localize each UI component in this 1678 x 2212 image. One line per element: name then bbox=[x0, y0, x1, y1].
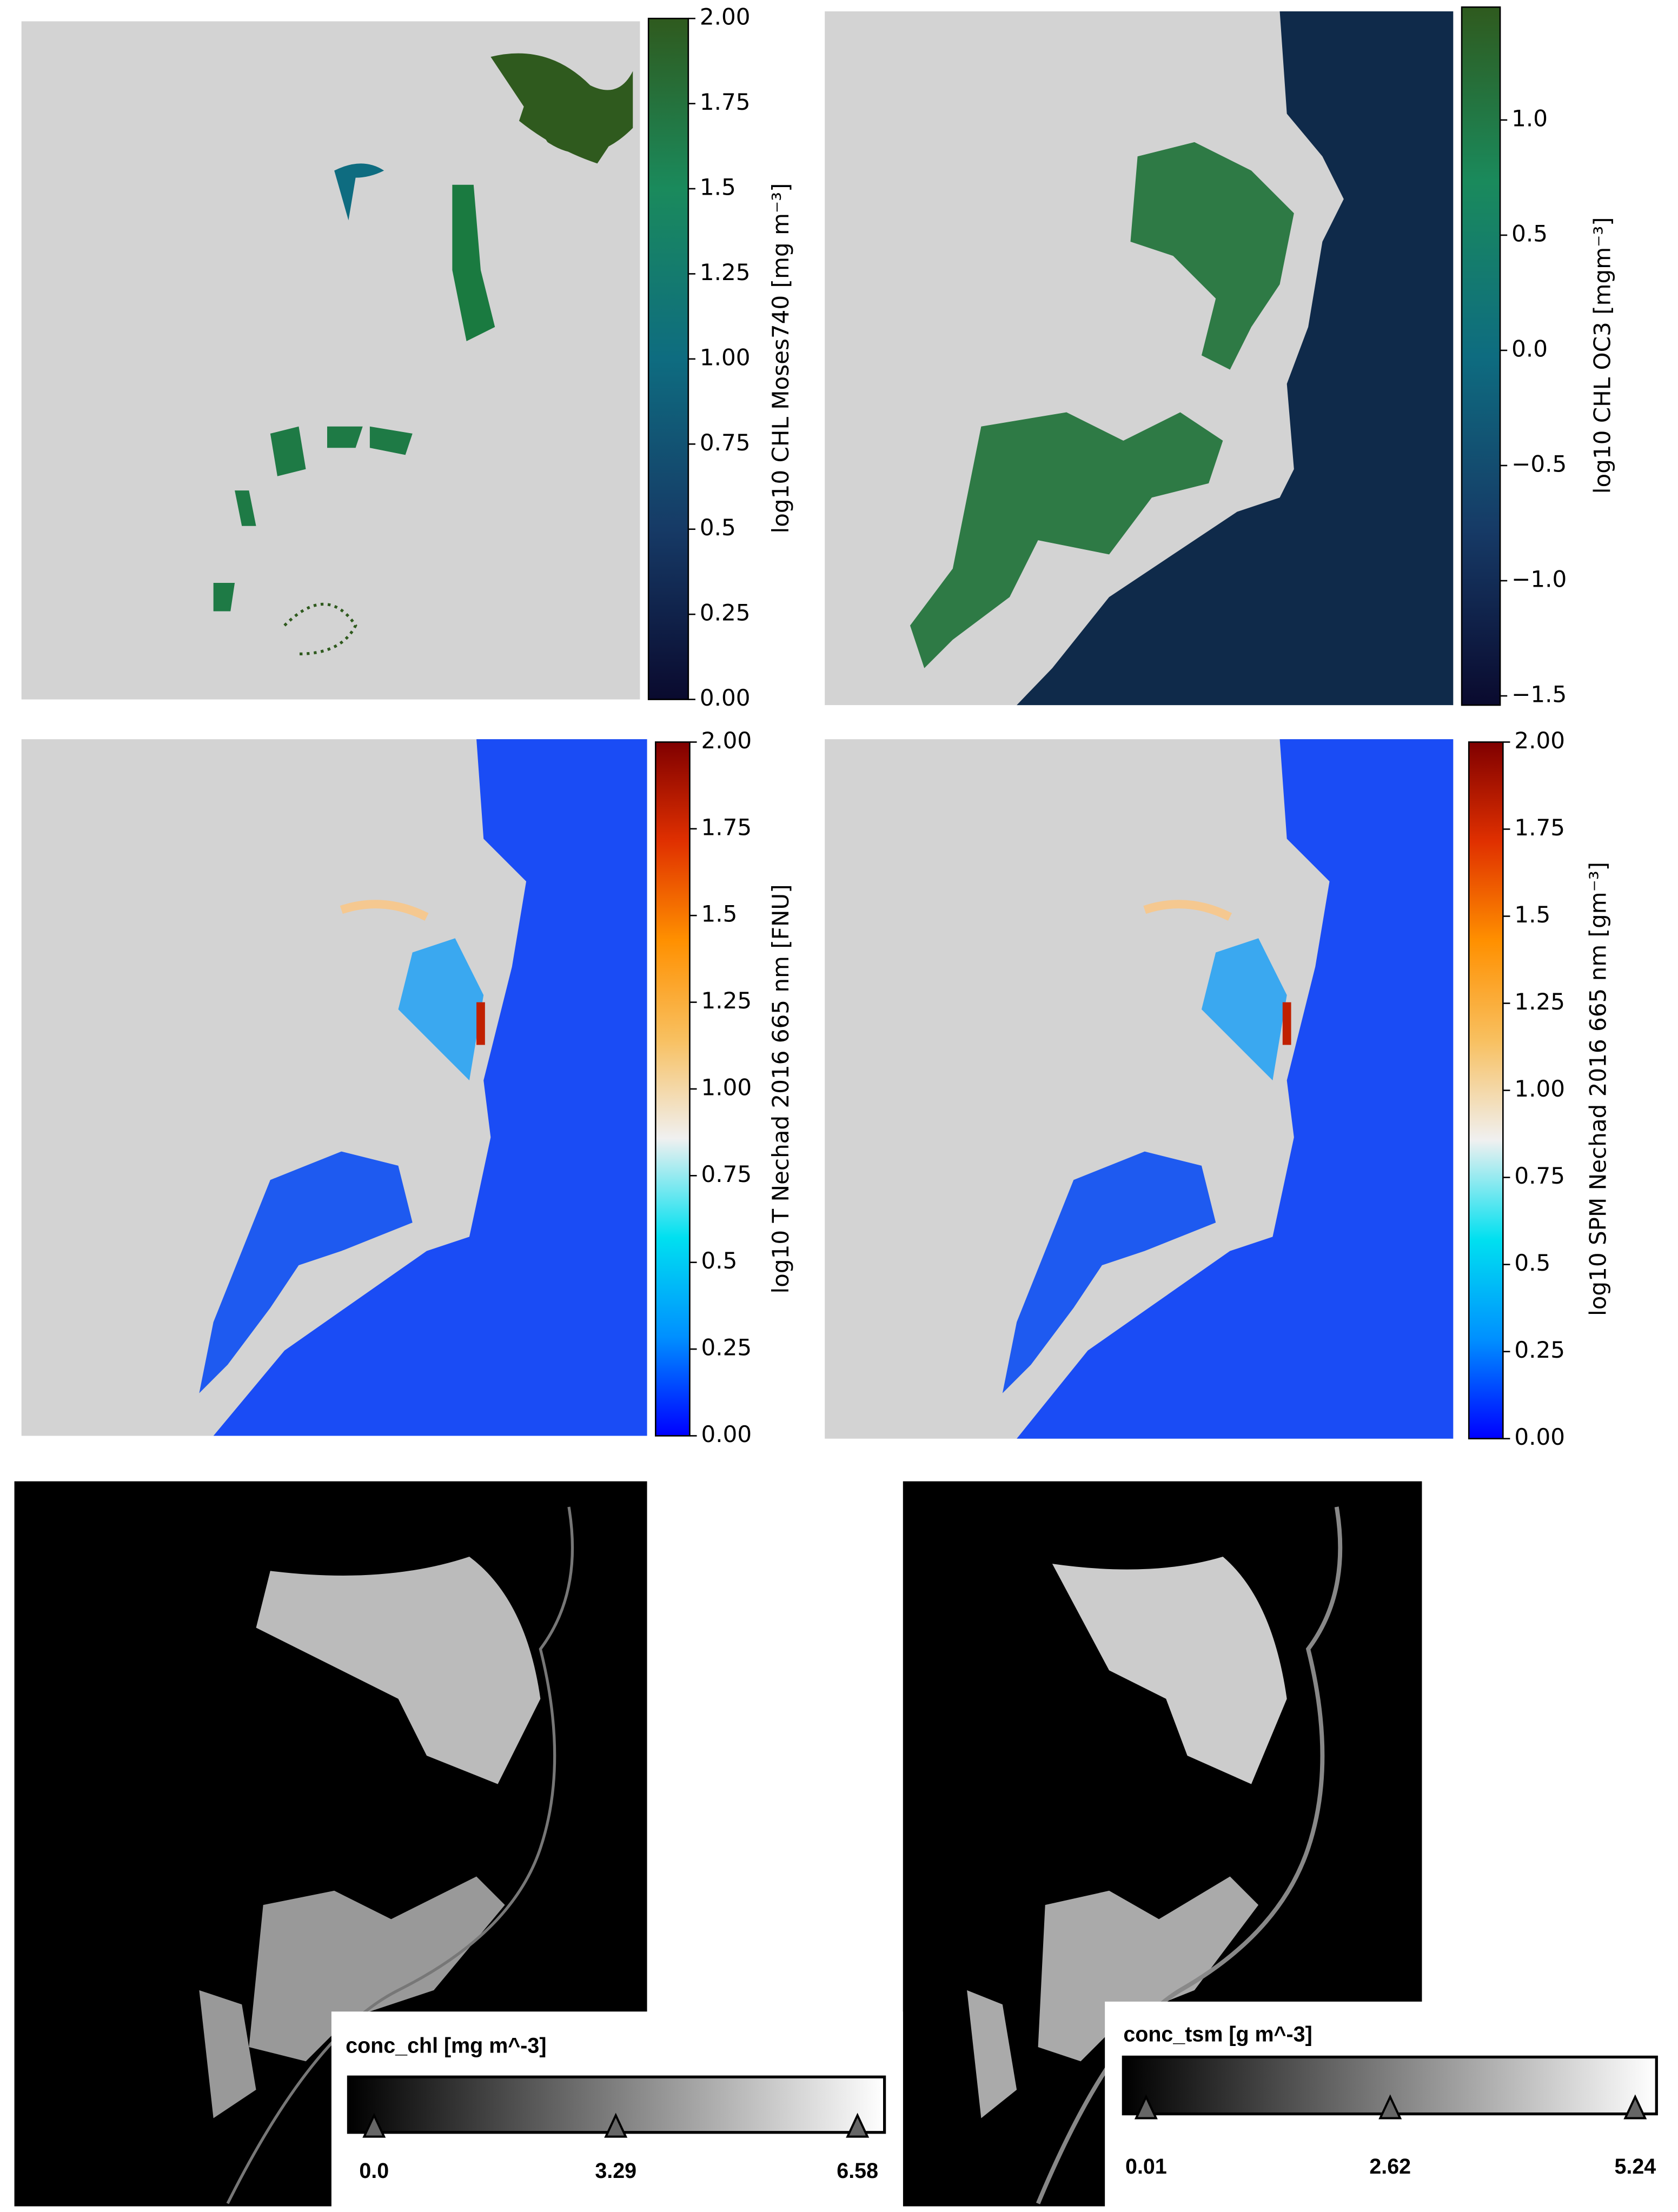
colorbar-gradient bbox=[1468, 741, 1504, 1440]
tick-marker bbox=[1134, 2094, 1158, 2120]
map-panel-1 bbox=[21, 21, 640, 700]
tick-label: 1.25 bbox=[701, 987, 752, 1014]
tick-label: 1.25 bbox=[1514, 988, 1565, 1015]
colorbar: conc_tsm [g m^-3] 0.01 2.62 5.24 bbox=[1122, 2022, 1658, 2178]
tick-label: 1.75 bbox=[1514, 814, 1565, 841]
tick-label: 1.25 bbox=[700, 259, 751, 285]
tick-label: 1.5 bbox=[700, 174, 736, 201]
tick-label: 0.5 bbox=[1511, 220, 1548, 247]
colorbar: 0.00 0.25 0.5 0.75 1.00 1.25 1.5 1.75 2.00 log10 … bbox=[1468, 727, 1611, 1450]
colorbar: conc_chl [mg m^-3] 0.0 3.29 6.58 bbox=[346, 2034, 886, 2183]
tick-marker bbox=[362, 2113, 386, 2138]
tick-marker bbox=[1378, 2094, 1402, 2120]
tick-label: 2.00 bbox=[701, 727, 752, 754]
tick-label: 0.75 bbox=[1514, 1163, 1565, 1189]
tick-label: 0.0 bbox=[1511, 335, 1548, 362]
tick-label: −0.5 bbox=[1511, 450, 1567, 477]
tick-label: 0.0 bbox=[359, 2159, 389, 2183]
colorbar-gradient bbox=[647, 17, 689, 700]
tick-marker bbox=[1623, 2094, 1647, 2120]
colorbar: 0.00 0.25 0.5 0.75 1.00 1.25 1.5 1.75 2.00 log10 … bbox=[647, 4, 794, 711]
tick-label: 2.62 bbox=[1369, 2155, 1411, 2178]
tick-label: 2.00 bbox=[700, 4, 751, 30]
colorbar-label: log10 SPM Nechad 2016 665 nm [gm⁻³] bbox=[1585, 862, 1611, 1316]
tick-label: 1.75 bbox=[701, 814, 752, 840]
colorbar: 0.00 0.25 0.5 0.75 1.00 1.25 1.5 1.75 2.00 log10 … bbox=[655, 727, 794, 1447]
tick-label: 1.5 bbox=[1514, 901, 1550, 928]
colorbar-label: log10 CHL Moses740 [mg m⁻³] bbox=[767, 183, 794, 534]
tick-label: 0.00 bbox=[700, 685, 751, 711]
tick-label: 1.00 bbox=[701, 1074, 752, 1100]
tick-label: 5.24 bbox=[1614, 2155, 1656, 2178]
tick-label: 0.5 bbox=[1514, 1250, 1550, 1276]
tick-label: 0.25 bbox=[1514, 1337, 1565, 1363]
colorbar-gradient bbox=[1461, 6, 1501, 706]
tick-label: 2.00 bbox=[1514, 727, 1565, 754]
tick-label: −1.5 bbox=[1511, 681, 1567, 708]
colorbar-label: conc_chl [mg m^-3] bbox=[346, 2034, 546, 2057]
colorbars: 0.00 0.25 0.5 0.75 1.00 1.25 1.5 1.75 2.00 log10 … bbox=[346, 4, 1658, 2183]
tick-label: 0.25 bbox=[701, 1334, 752, 1361]
map-panel-2 bbox=[825, 11, 1454, 706]
colorbar: −1.5 −1.0 −0.5 0.0 0.5 1.0 log10 CHL OC3 [mgm⁻… bbox=[1461, 6, 1615, 708]
tick-marker bbox=[846, 2113, 870, 2138]
tick-label: 6.58 bbox=[837, 2159, 878, 2183]
map-panel-4 bbox=[825, 739, 1454, 1439]
tick-label: 0.5 bbox=[701, 1247, 737, 1274]
tick-label: 0.75 bbox=[701, 1161, 752, 1187]
tick-label: 0.75 bbox=[700, 429, 751, 456]
tick-label: 3.29 bbox=[595, 2159, 636, 2183]
tick-label: 1.00 bbox=[1514, 1075, 1565, 1102]
colorbar-label: log10 CHL OC3 [mgm⁻³] bbox=[1589, 217, 1615, 494]
tick-label: 0.00 bbox=[701, 1421, 752, 1447]
tick-label: 1.00 bbox=[700, 344, 751, 370]
colorbar-gradient bbox=[655, 741, 691, 1437]
tick-marker bbox=[604, 2113, 628, 2138]
tick-label: 1.0 bbox=[1511, 105, 1548, 131]
colorbar-label: log10 T Nechad 2016 665 nm [FNU] bbox=[767, 884, 794, 1293]
tick-label: −1.0 bbox=[1511, 566, 1567, 593]
map-panel-3 bbox=[21, 739, 647, 1436]
tick-label: 1.75 bbox=[700, 89, 751, 115]
tick-label: 0.25 bbox=[700, 600, 751, 626]
colorbar-label: conc_tsm [g m^-3] bbox=[1123, 2022, 1312, 2046]
tick-label: 1.5 bbox=[701, 901, 737, 927]
tick-label: 0.5 bbox=[700, 514, 736, 541]
tick-label: 0.00 bbox=[1514, 1424, 1565, 1450]
tick-label: 0.01 bbox=[1125, 2155, 1167, 2178]
